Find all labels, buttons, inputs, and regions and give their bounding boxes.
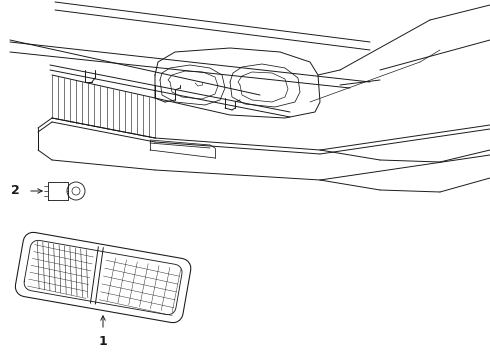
- Text: 2: 2: [11, 184, 20, 198]
- Text: 1: 1: [98, 335, 107, 348]
